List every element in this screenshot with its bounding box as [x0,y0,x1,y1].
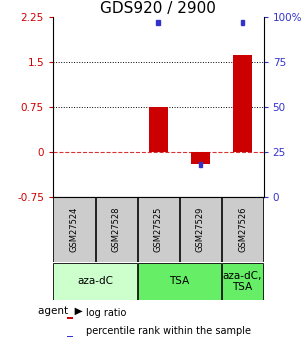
Text: agent  ▶: agent ▶ [38,306,82,316]
Text: GSM27526: GSM27526 [238,207,247,252]
FancyBboxPatch shape [222,263,263,300]
FancyBboxPatch shape [138,263,221,300]
Bar [198,162,202,167]
FancyBboxPatch shape [180,197,221,262]
Text: GSM27524: GSM27524 [70,207,78,252]
FancyBboxPatch shape [222,197,263,262]
Text: GSM27525: GSM27525 [154,207,163,252]
Text: percentile rank within the sample: percentile rank within the sample [86,326,251,336]
Text: TSA: TSA [169,276,189,286]
Bar [156,20,160,25]
Bar [233,55,252,152]
Bar [149,107,168,152]
Bar [67,336,73,337]
Text: GSM27528: GSM27528 [112,207,121,252]
FancyBboxPatch shape [53,263,137,300]
Text: aza-dC: aza-dC [77,276,113,286]
Text: log ratio: log ratio [86,307,126,317]
FancyBboxPatch shape [138,197,179,262]
Bar [191,152,210,164]
Bar [241,20,245,25]
FancyBboxPatch shape [95,197,137,262]
Text: aza-dC,
TSA: aza-dC, TSA [223,271,262,292]
Text: GSM27529: GSM27529 [196,207,205,252]
FancyBboxPatch shape [53,197,95,262]
Bar [67,317,73,319]
Title: GDS920 / 2900: GDS920 / 2900 [100,1,216,16]
